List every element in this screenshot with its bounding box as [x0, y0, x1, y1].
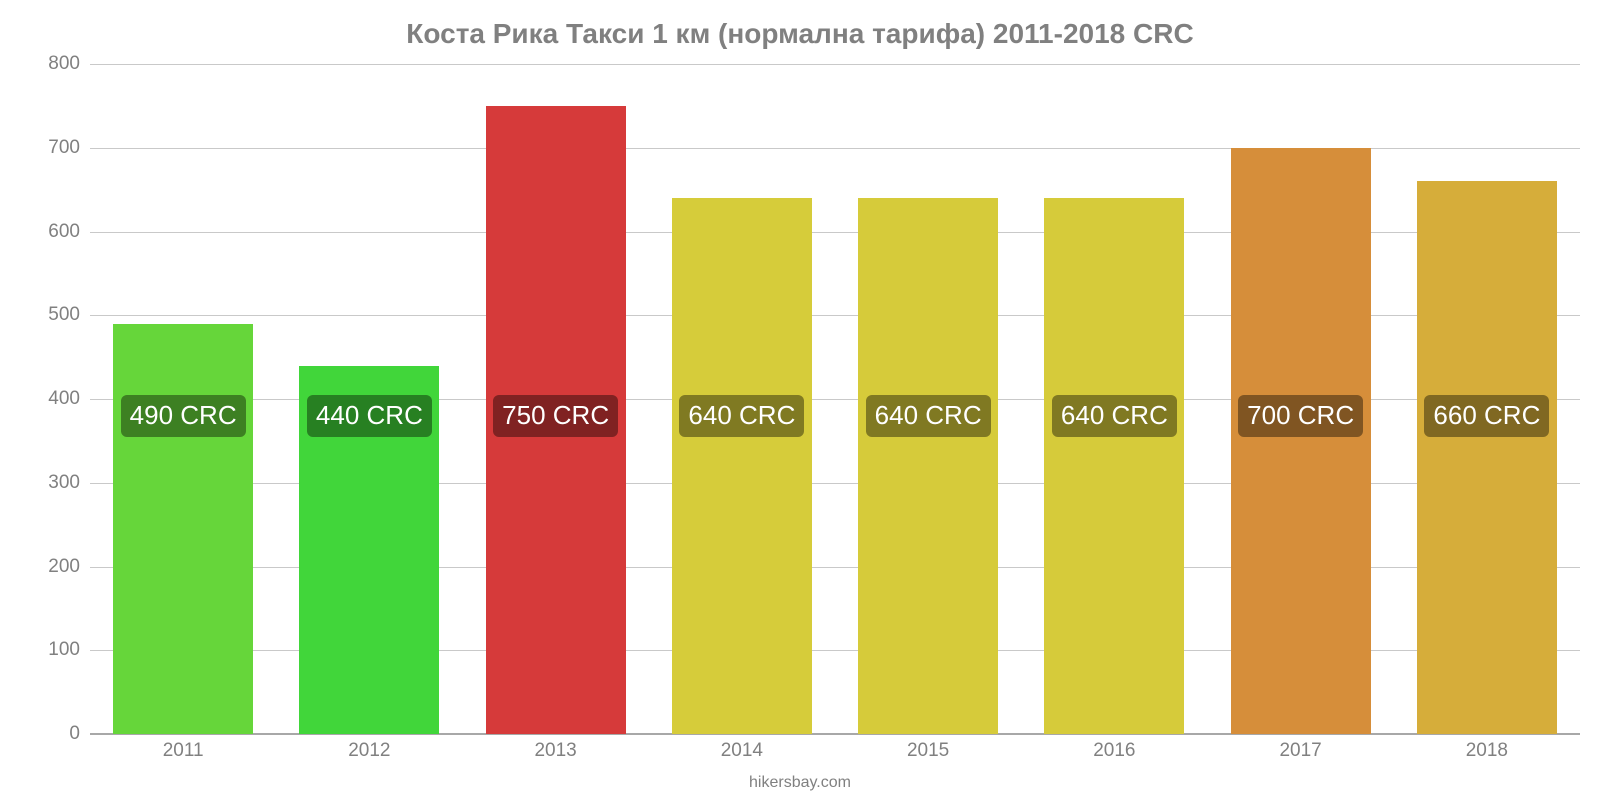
y-tick-label: 500	[48, 304, 90, 326]
y-tick-label: 200	[48, 556, 90, 578]
bar-label-wrap: 640 CRC	[649, 395, 835, 437]
bar	[672, 198, 812, 734]
x-tick-label: 2018	[1466, 740, 1508, 762]
y-tick-label: 400	[48, 388, 90, 410]
grid-line	[90, 64, 1580, 65]
bar-value-label: 660 CRC	[1424, 395, 1549, 437]
chart-container: Коста Рика Такси 1 км (нормална тарифа) …	[0, 0, 1600, 800]
bar	[1044, 198, 1184, 734]
bar-label-wrap: 490 CRC	[90, 395, 276, 437]
attribution-text: hikersbay.com	[0, 774, 1600, 792]
y-tick-label: 100	[48, 639, 90, 661]
x-tick-label: 2015	[907, 740, 949, 762]
bar-value-label: 440 CRC	[307, 395, 432, 437]
y-tick-label: 300	[48, 472, 90, 494]
bar-value-label: 640 CRC	[679, 395, 804, 437]
bar-label-wrap: 700 CRC	[1208, 395, 1394, 437]
x-tick-label: 2011	[163, 740, 204, 762]
x-tick-label: 2016	[1093, 740, 1135, 762]
bar	[113, 324, 253, 734]
bar-value-label: 750 CRC	[493, 395, 618, 437]
y-tick-label: 0	[69, 723, 90, 745]
bar-value-label: 490 CRC	[121, 395, 246, 437]
bar	[1231, 148, 1371, 734]
plot-area: 01002003004005006007008002011490 CRC2012…	[90, 64, 1580, 734]
bar	[1417, 181, 1557, 734]
x-tick-label: 2017	[1279, 740, 1321, 762]
bar-value-label: 700 CRC	[1238, 395, 1363, 437]
bar-label-wrap: 660 CRC	[1394, 395, 1580, 437]
bar-label-wrap: 750 CRC	[463, 395, 649, 437]
bar	[858, 198, 998, 734]
bar-label-wrap: 440 CRC	[276, 395, 462, 437]
bar-value-label: 640 CRC	[866, 395, 991, 437]
y-tick-label: 800	[48, 53, 90, 75]
chart-title: Коста Рика Такси 1 км (нормална тарифа) …	[0, 18, 1600, 50]
bar-label-wrap: 640 CRC	[835, 395, 1021, 437]
x-tick-label: 2013	[534, 740, 576, 762]
y-tick-label: 600	[48, 221, 90, 243]
x-tick-label: 2014	[721, 740, 763, 762]
bar-label-wrap: 640 CRC	[1021, 395, 1207, 437]
y-tick-label: 700	[48, 137, 90, 159]
bar-value-label: 640 CRC	[1052, 395, 1177, 437]
x-tick-label: 2012	[348, 740, 390, 762]
